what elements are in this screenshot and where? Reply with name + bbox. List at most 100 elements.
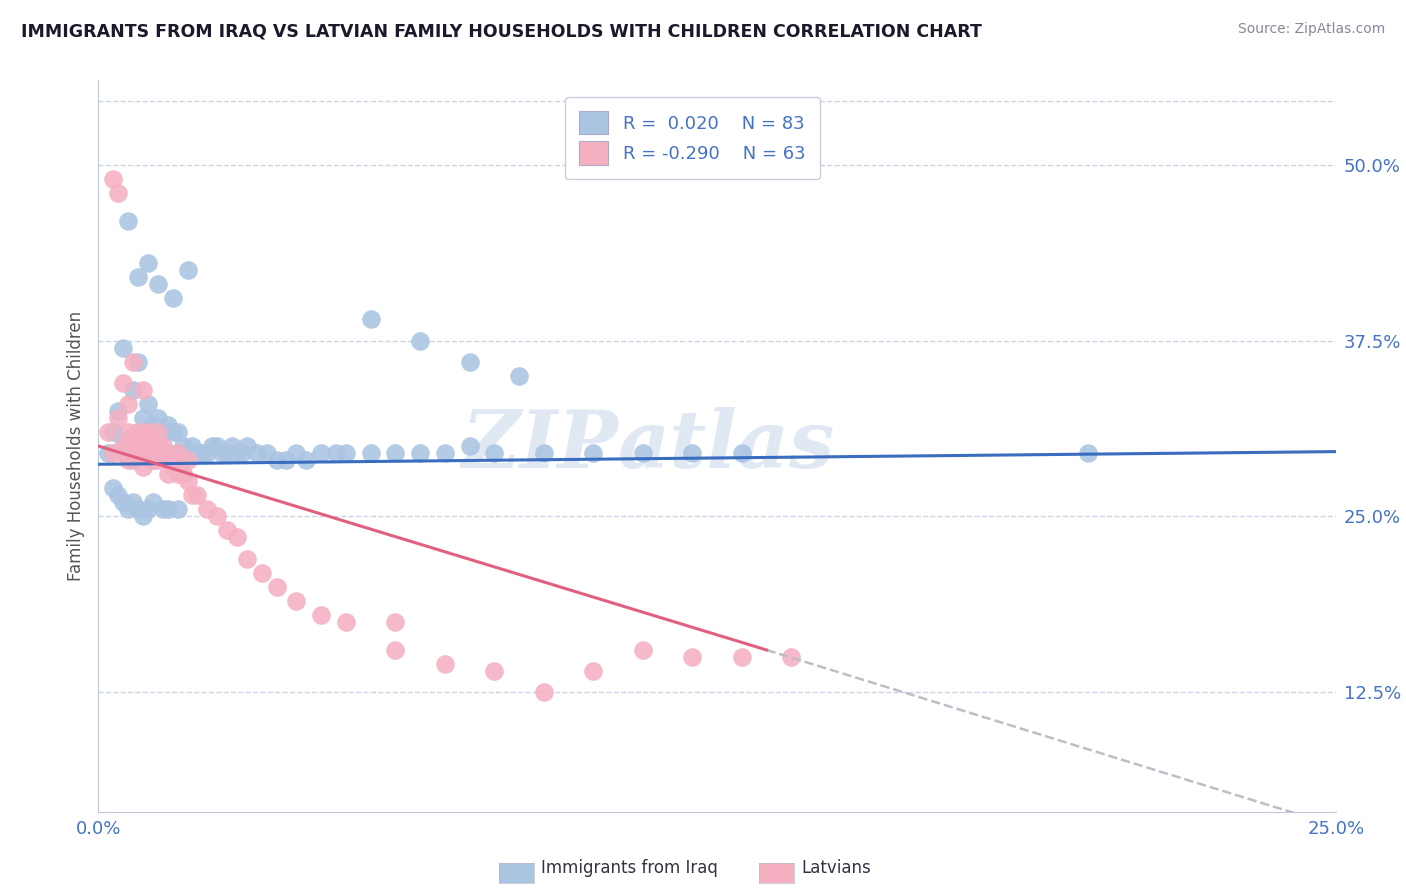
Point — [136, 502, 159, 516]
Point — [325, 446, 347, 460]
Text: Source: ZipAtlas.com: Source: ZipAtlas.com — [1237, 22, 1385, 37]
Point — [484, 446, 506, 460]
Point — [146, 410, 169, 425]
Point — [166, 446, 188, 460]
Point — [146, 425, 169, 439]
Point — [136, 256, 159, 270]
Point — [127, 502, 149, 516]
Point — [162, 453, 184, 467]
Point — [176, 263, 198, 277]
Text: Latvians: Latvians — [801, 859, 872, 877]
Point — [156, 417, 179, 432]
Point — [631, 446, 654, 460]
Point — [205, 509, 228, 524]
Point — [201, 439, 224, 453]
Point — [107, 488, 129, 502]
Point — [122, 446, 145, 460]
Point — [112, 376, 135, 390]
Point — [433, 657, 456, 671]
Point — [107, 404, 129, 418]
Point — [256, 446, 278, 460]
Point — [181, 439, 204, 453]
Point — [176, 446, 198, 460]
Point — [132, 383, 155, 397]
Point — [211, 446, 233, 460]
Point — [433, 446, 456, 460]
Point — [236, 551, 259, 566]
Text: IMMIGRANTS FROM IRAQ VS LATVIAN FAMILY HOUSEHOLDS WITH CHILDREN CORRELATION CHAR: IMMIGRANTS FROM IRAQ VS LATVIAN FAMILY H… — [21, 22, 981, 40]
Point — [156, 502, 179, 516]
Point — [103, 425, 125, 439]
Point — [156, 446, 179, 460]
Point — [136, 397, 159, 411]
Text: ZIP: ZIP — [461, 408, 619, 484]
Point — [533, 446, 555, 460]
Point — [117, 432, 139, 446]
Point — [166, 467, 188, 482]
Point — [582, 664, 605, 678]
Point — [142, 417, 165, 432]
Point — [176, 453, 198, 467]
Point — [172, 467, 194, 482]
Point — [186, 488, 208, 502]
Point — [360, 446, 382, 460]
Point — [146, 453, 169, 467]
Y-axis label: Family Households with Children: Family Households with Children — [66, 311, 84, 581]
Point — [127, 439, 149, 453]
Point — [152, 439, 174, 453]
Point — [236, 439, 259, 453]
Point — [484, 664, 506, 678]
Point — [166, 502, 188, 516]
Point — [508, 368, 530, 383]
Point — [295, 453, 318, 467]
Point — [156, 453, 179, 467]
Point — [142, 446, 165, 460]
Point — [217, 524, 239, 538]
Point — [103, 481, 125, 495]
Point — [631, 643, 654, 657]
Point — [152, 502, 174, 516]
Point — [681, 446, 703, 460]
Point — [186, 446, 208, 460]
Point — [731, 650, 754, 665]
Point — [132, 460, 155, 475]
Point — [117, 397, 139, 411]
Point — [335, 446, 357, 460]
Point — [122, 495, 145, 509]
Point — [136, 425, 159, 439]
Point — [231, 446, 253, 460]
Point — [191, 446, 214, 460]
Point — [142, 453, 165, 467]
Point — [117, 453, 139, 467]
Point — [127, 425, 149, 439]
Point — [112, 341, 135, 355]
Point — [127, 446, 149, 460]
Point — [146, 277, 169, 292]
Point — [780, 650, 803, 665]
Point — [112, 495, 135, 509]
Point — [162, 291, 184, 305]
Point — [250, 566, 273, 580]
Legend: R =  0.020    N = 83, R = -0.290    N = 63: R = 0.020 N = 83, R = -0.290 N = 63 — [565, 96, 820, 179]
Point — [181, 488, 204, 502]
Point — [285, 593, 308, 607]
Point — [97, 446, 120, 460]
Point — [384, 446, 406, 460]
Point — [152, 446, 174, 460]
Point — [122, 354, 145, 368]
Point — [112, 439, 135, 453]
Point — [122, 453, 145, 467]
Point — [458, 354, 481, 368]
Point — [285, 446, 308, 460]
Point — [166, 446, 188, 460]
Point — [172, 467, 194, 482]
Point — [266, 580, 288, 594]
Point — [360, 312, 382, 326]
Point — [681, 650, 703, 665]
Point — [162, 425, 184, 439]
Point — [107, 410, 129, 425]
Point — [136, 446, 159, 460]
Point — [246, 446, 269, 460]
Point — [221, 439, 243, 453]
Point — [107, 186, 129, 200]
